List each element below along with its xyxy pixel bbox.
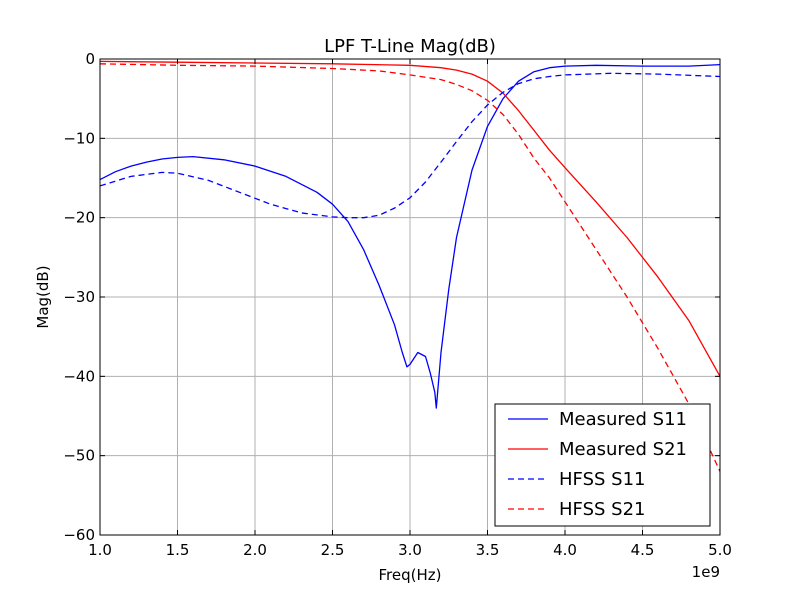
x-tick-label: 3.5 — [476, 541, 500, 559]
y-tick-label: −60 — [63, 526, 95, 544]
x-tick-label: 5.0 — [708, 541, 732, 559]
ticks: 1.0 1.5 2.0 2.5 3.0 3.5 4.0 4.5 5.0 0 −10 −20 −30 −40… — [63, 50, 732, 559]
legend: Measured S11 Measured S21 HFSS S11 HFSS S21 — [494, 403, 711, 527]
legend-label-hfss-s21: HFSS S21 — [559, 499, 645, 520]
x-tick-label: 4.5 — [631, 541, 655, 559]
y-tick-label: −30 — [63, 288, 95, 306]
series-line-measured-s11 — [100, 63, 720, 409]
x-tick-label: 2.5 — [321, 541, 345, 559]
y-tick-label: −50 — [63, 447, 95, 465]
legend-frame — [494, 403, 711, 527]
x-tick-label: 1.0 — [88, 541, 112, 559]
x-axis-label: Freq(Hz) — [379, 566, 442, 584]
x-axis-offset-label: 1e9 — [692, 563, 720, 581]
legend-label-hfss-s11: HFSS S11 — [559, 469, 645, 490]
x-tick-label: 4.0 — [553, 541, 577, 559]
y-tick-label: −40 — [63, 367, 95, 385]
series-line-hfss-s11 — [100, 72, 720, 219]
legend-label-measured-s11: Measured S11 — [559, 409, 687, 430]
legend-label-measured-s21: Measured S21 — [559, 439, 687, 460]
x-tick-label: 1.5 — [166, 541, 190, 559]
y-tick-label: −20 — [63, 209, 95, 227]
series-line-hfss-s21 — [100, 63, 720, 472]
y-axis-label: Mag(dB) — [34, 265, 52, 328]
y-tick-label: −10 — [63, 129, 95, 147]
y-tick-label: 0 — [85, 50, 95, 68]
chart-title: LPF T-Line Mag(dB) — [324, 36, 496, 57]
x-tick-label: 2.0 — [243, 541, 267, 559]
x-tick-label: 3.0 — [398, 541, 422, 559]
